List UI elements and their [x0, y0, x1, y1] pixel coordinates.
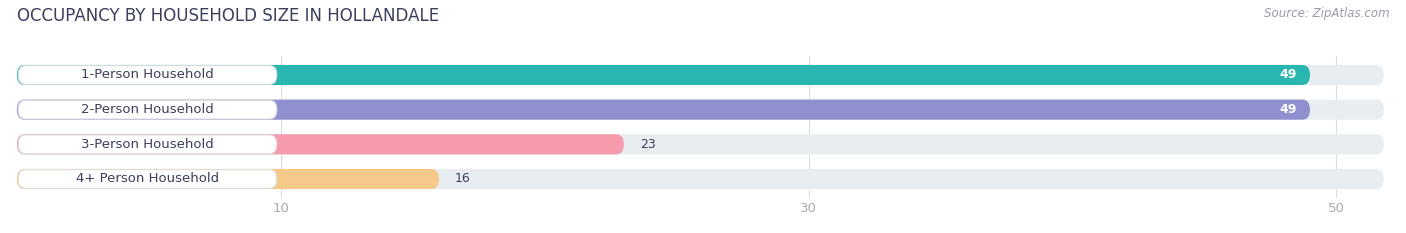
FancyBboxPatch shape	[17, 99, 1310, 120]
FancyBboxPatch shape	[17, 99, 1384, 120]
FancyBboxPatch shape	[17, 65, 1310, 85]
FancyBboxPatch shape	[17, 134, 624, 154]
Text: 49: 49	[1279, 69, 1296, 82]
FancyBboxPatch shape	[18, 170, 277, 188]
Text: 23: 23	[640, 138, 655, 151]
Text: 3-Person Household: 3-Person Household	[82, 138, 214, 151]
FancyBboxPatch shape	[18, 66, 277, 84]
Text: 49: 49	[1279, 103, 1296, 116]
Text: OCCUPANCY BY HOUSEHOLD SIZE IN HOLLANDALE: OCCUPANCY BY HOUSEHOLD SIZE IN HOLLANDAL…	[17, 7, 439, 25]
Text: Source: ZipAtlas.com: Source: ZipAtlas.com	[1264, 7, 1389, 20]
FancyBboxPatch shape	[17, 65, 1384, 85]
FancyBboxPatch shape	[17, 169, 1384, 189]
FancyBboxPatch shape	[17, 169, 439, 189]
Text: 16: 16	[456, 172, 471, 185]
FancyBboxPatch shape	[18, 135, 277, 154]
Text: 4+ Person Household: 4+ Person Household	[76, 172, 219, 185]
FancyBboxPatch shape	[17, 134, 1384, 154]
Text: 1-Person Household: 1-Person Household	[82, 69, 214, 82]
Text: 2-Person Household: 2-Person Household	[82, 103, 214, 116]
FancyBboxPatch shape	[18, 100, 277, 119]
